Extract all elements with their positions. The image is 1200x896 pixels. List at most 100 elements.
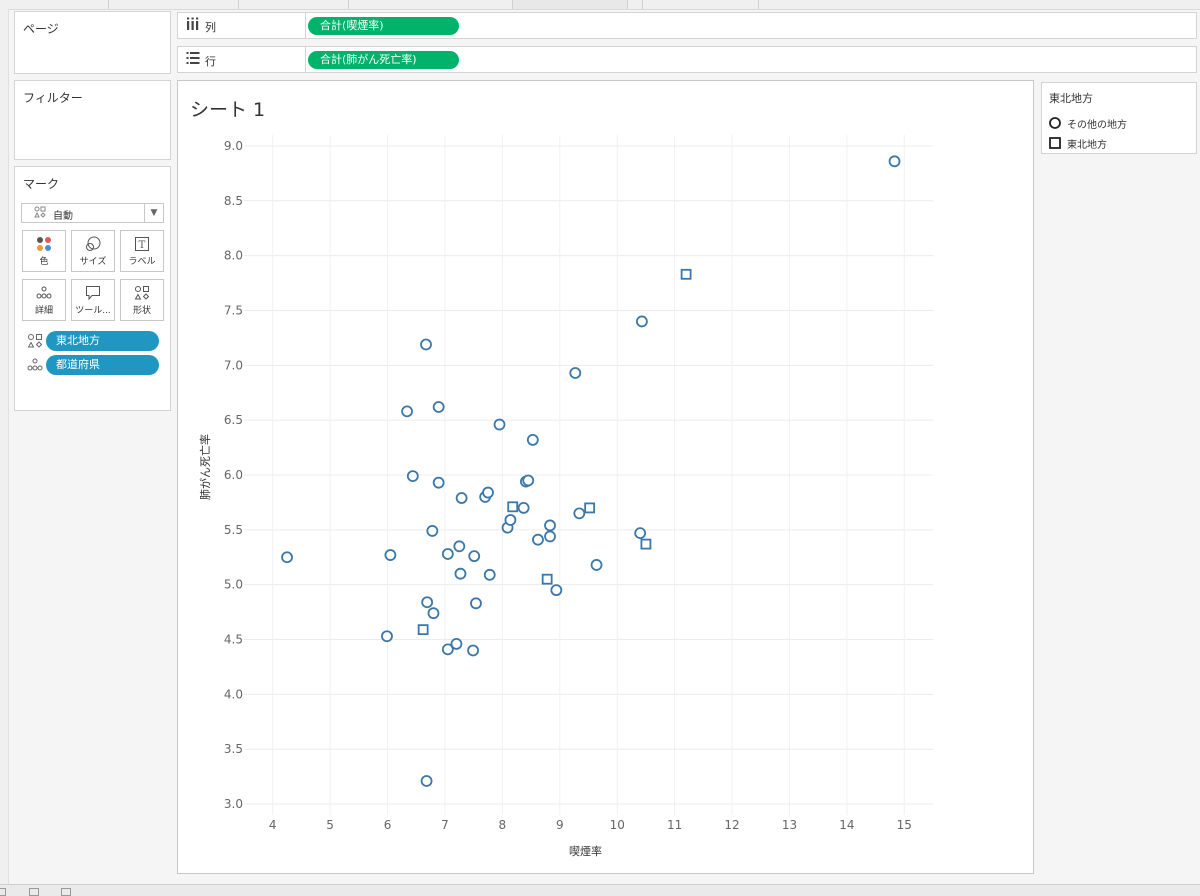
color-button-label: 色 — [39, 257, 49, 267]
circle-mark[interactable] — [450, 638, 463, 650]
circle-mark[interactable] — [544, 530, 556, 543]
circle-mark[interactable] — [544, 519, 556, 532]
circle-mark[interactable] — [482, 486, 494, 499]
circle-mark[interactable] — [454, 567, 467, 580]
square-mark[interactable] — [680, 268, 692, 280]
circle-mark[interactable] — [634, 527, 647, 540]
filters-title: フィルター — [23, 91, 83, 105]
circle-mark[interactable] — [483, 568, 496, 581]
x-tick-label: 9 — [556, 818, 564, 832]
detail-icon — [23, 285, 65, 303]
circle-mark[interactable] — [384, 549, 397, 561]
circle-mark[interactable] — [569, 367, 582, 379]
x-tick-label: 6 — [384, 818, 392, 832]
pages-title: ページ — [23, 22, 59, 36]
columns-shelf-label: 列 — [205, 21, 216, 34]
y-tick-label: 7.5 — [224, 303, 243, 317]
legend-item-label: その他の地方 — [1067, 120, 1127, 131]
x-tick-label: 15 — [897, 818, 912, 832]
detail-button-label: 詳細 — [34, 306, 53, 316]
y-tick-label: 6.5 — [224, 413, 243, 427]
detail-field-pill[interactable]: 都道府県 — [46, 355, 159, 375]
tooltip-button[interactable]: ツール... — [71, 279, 115, 321]
circle-mark[interactable] — [281, 551, 293, 564]
shape-field-pill[interactable]: 東北地方 — [46, 331, 159, 351]
circle-mark[interactable] — [453, 540, 466, 553]
circle-mark[interactable] — [468, 550, 481, 563]
y-tick-label: 8.5 — [224, 194, 243, 208]
label-button[interactable]: T ラベル — [120, 230, 164, 272]
x-tick-label: 13 — [782, 818, 797, 832]
circle-mark[interactable] — [441, 643, 454, 656]
x-axis-title: 喫煙率 — [569, 844, 602, 858]
circle-mark[interactable] — [406, 470, 419, 482]
circle-mark[interactable] — [432, 476, 445, 489]
circle-mark[interactable] — [470, 597, 482, 610]
rows-shelf-label-area: 行 — [178, 47, 306, 72]
square-mark[interactable] — [417, 624, 429, 636]
viz-sheet[interactable]: シート 1 3.0 3.5 4.0 4.5 5.0 5.5 6.0 6.5 7.0 7.5 8.0 8… — [177, 80, 1034, 874]
bottom-tab-bar — [0, 884, 1200, 896]
shape-button[interactable]: 形状 — [120, 279, 164, 321]
mark-type-value: 自動 — [53, 211, 73, 222]
circle-mark[interactable] — [420, 338, 432, 351]
square-mark[interactable] — [507, 501, 519, 513]
circle-mark[interactable] — [441, 548, 454, 560]
circle-mark[interactable] — [421, 596, 434, 609]
circle-mark[interactable] — [420, 775, 433, 787]
label-icon: T — [121, 236, 163, 254]
scatter-plot[interactable]: 3.0 3.5 4.0 4.5 5.0 5.5 6.0 6.5 7.0 7.5 8.0 8.5 9.0 4… — [178, 81, 1033, 873]
gridlines — [244, 135, 933, 815]
circle-mark[interactable] — [504, 514, 517, 526]
rows-shelf-label: 行 — [205, 55, 216, 68]
circle-mark[interactable] — [888, 155, 901, 168]
columns-shelf[interactable]: 列 合計(喫煙率) — [177, 12, 1197, 39]
color-button[interactable]: 色 — [22, 230, 66, 272]
marks[interactable] — [281, 155, 901, 787]
square-mark[interactable] — [541, 573, 553, 585]
detail-button[interactable]: 詳細 — [22, 279, 66, 321]
square-mark[interactable] — [640, 538, 652, 550]
shape-legend: 東北地方 その他の地方 東北地方 — [1041, 82, 1197, 154]
shape-button-label: 形状 — [132, 306, 151, 316]
square-mark[interactable] — [584, 502, 596, 514]
circle-mark[interactable] — [401, 405, 413, 418]
filters-card[interactable]: フィルター — [14, 80, 171, 160]
y-tick-label: 5.5 — [224, 523, 243, 537]
size-button[interactable]: サイズ — [71, 230, 115, 272]
square-icon — [1049, 137, 1061, 149]
circle-mark[interactable] — [426, 525, 439, 537]
y-tick-label: 4.5 — [224, 633, 243, 647]
rows-pill[interactable]: 合計(肺がん死亡率) — [308, 51, 459, 69]
toolbar-segment — [0, 0, 109, 9]
tooltip-icon — [72, 285, 114, 303]
mark-type-dropdown[interactable]: 自動 ▼ — [21, 203, 164, 223]
y-tick-label: 5.0 — [224, 578, 243, 592]
y-tick-label: 4.0 — [224, 687, 243, 701]
rows-icon — [186, 51, 200, 69]
columns-pill[interactable]: 合計(喫煙率) — [308, 17, 459, 35]
chevron-down-icon[interactable]: ▼ — [144, 204, 163, 222]
shape-icon — [27, 333, 43, 349]
circle-mark[interactable] — [550, 584, 563, 597]
circle-mark[interactable] — [590, 559, 603, 571]
circle-mark[interactable] — [467, 644, 479, 657]
circle-mark[interactable] — [532, 533, 544, 546]
x-tick-label: 12 — [724, 818, 739, 832]
circle-mark[interactable] — [427, 607, 440, 620]
circle-mark[interactable] — [522, 474, 535, 487]
rows-shelf[interactable]: 行 合計(肺がん死亡率) — [177, 46, 1197, 73]
sheet-title: シート 1 — [190, 99, 266, 121]
circle-mark[interactable] — [635, 315, 648, 328]
circle-mark[interactable] — [573, 507, 586, 520]
legend-title: 東北地方 — [1049, 92, 1093, 105]
circle-mark[interactable] — [493, 418, 506, 431]
circle-mark[interactable] — [432, 401, 445, 413]
circle-mark[interactable] — [517, 502, 530, 514]
marks-card: マーク 自動 ▼ 色 サイズ T ラベル 詳細 ツール... — [14, 166, 171, 411]
circle-mark[interactable] — [381, 630, 393, 643]
x-tick-label: 11 — [667, 818, 682, 832]
pages-card[interactable]: ページ — [14, 11, 171, 74]
circle-mark[interactable] — [455, 492, 468, 504]
circle-mark[interactable] — [526, 434, 539, 446]
